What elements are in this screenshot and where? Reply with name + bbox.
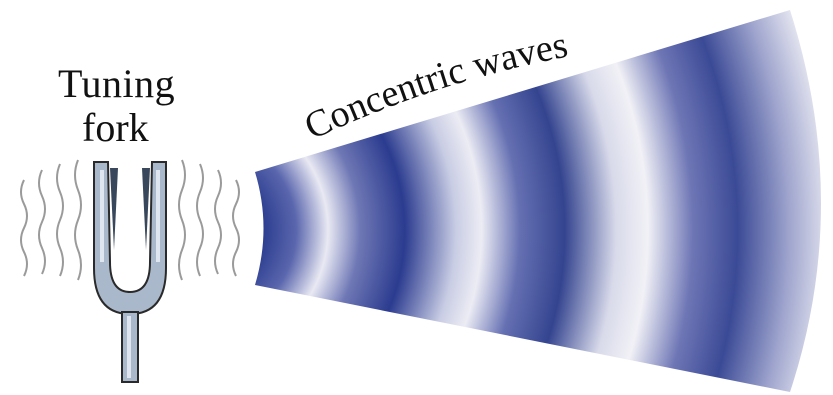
vibration-line [196,163,204,277]
vibration-line [232,179,240,277]
vibration-line [56,163,64,277]
vibration-line [38,169,46,275]
concentric-waves-sector [255,10,821,392]
fork-prong-highlight [100,170,104,262]
fork-prong-shadow [110,168,118,250]
tuning-fork-label-line2: fork [82,105,149,150]
fork-body [93,161,167,316]
tuning-fork [93,161,167,383]
vibration-line [20,179,28,277]
vibration-line [178,159,186,281]
vibration-lines-left [20,159,82,281]
vibration-line [74,159,82,281]
fork-prong-highlight [156,170,160,262]
vibration-lines-right [178,159,240,281]
fork-stem-highlight [127,316,131,378]
vibration-line [214,169,222,275]
fork-prong-shadow [142,168,150,250]
tuning-fork-label-line1: Tuning [58,61,176,106]
